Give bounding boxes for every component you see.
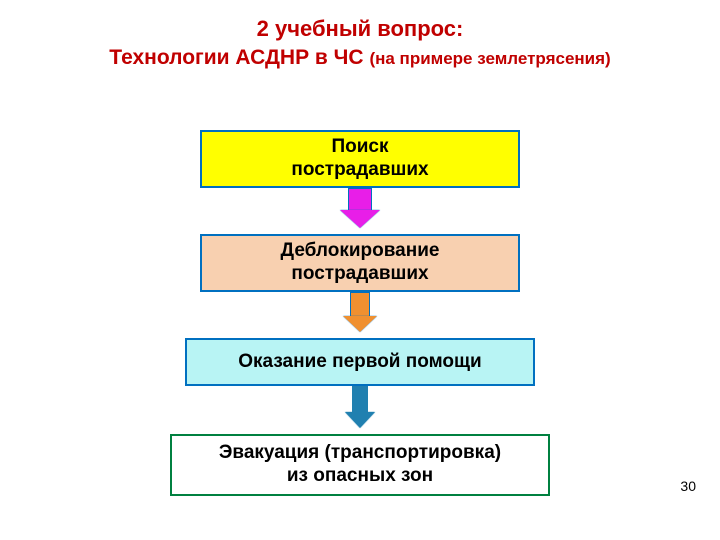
arrow-3 bbox=[345, 386, 375, 428]
box-deblock: Деблокированиепострадавших bbox=[200, 234, 520, 292]
box-evac-line-0: Эвакуация (транспортировка) bbox=[219, 442, 501, 465]
title-line-2: Технологии АСДНР в ЧС (на примере землет… bbox=[0, 44, 720, 72]
arrow-2-shape bbox=[343, 292, 377, 332]
title-line-1: 2 учебный вопрос: bbox=[0, 14, 720, 44]
arrow-2-shaft bbox=[350, 292, 370, 316]
box-search-box: Поискпострадавших bbox=[200, 130, 520, 188]
box-firstaid-line-0: Оказание первой помощи bbox=[238, 351, 481, 374]
box-search: Поискпострадавших bbox=[200, 130, 520, 188]
arrow-3-shaft bbox=[352, 386, 368, 412]
arrow-3-shape bbox=[345, 386, 375, 428]
arrow-1-shape bbox=[340, 188, 380, 228]
box-deblock-line-1: пострадавших bbox=[291, 263, 428, 286]
box-firstaid-box: Оказание первой помощи bbox=[185, 338, 535, 386]
title-sub: (на примере землетрясения) bbox=[369, 49, 610, 68]
slide-title: 2 учебный вопрос: Технологии АСДНР в ЧС … bbox=[0, 0, 720, 72]
arrow-1-head bbox=[340, 210, 380, 228]
box-firstaid: Оказание первой помощи bbox=[185, 338, 535, 386]
arrow-1 bbox=[340, 188, 380, 228]
box-evac-box: Эвакуация (транспортировка)из опасных зо… bbox=[170, 434, 550, 496]
title-main: Технологии АСДНР в ЧС bbox=[109, 46, 369, 69]
page-number: 30 bbox=[680, 478, 696, 494]
box-search-line-1: пострадавших bbox=[291, 159, 428, 182]
arrow-2 bbox=[343, 292, 377, 332]
box-deblock-box: Деблокированиепострадавших bbox=[200, 234, 520, 292]
arrow-1-shaft bbox=[348, 188, 372, 210]
arrow-3-head bbox=[345, 412, 375, 428]
arrow-2-head bbox=[343, 316, 377, 332]
box-evac: Эвакуация (транспортировка)из опасных зо… bbox=[170, 434, 550, 496]
box-deblock-line-0: Деблокирование bbox=[281, 240, 440, 263]
box-evac-line-1: из опасных зон bbox=[287, 465, 433, 488]
box-search-line-0: Поиск bbox=[331, 136, 388, 159]
